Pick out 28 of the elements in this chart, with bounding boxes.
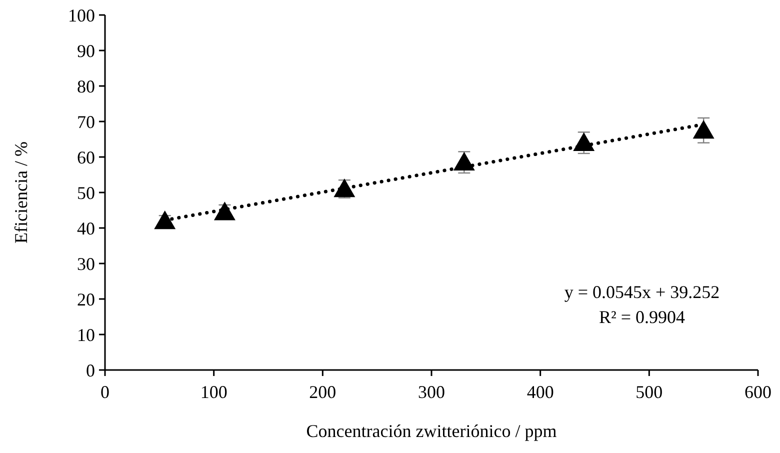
x-axis-title: Concentración zwitteriónico / ppm xyxy=(306,421,557,441)
x-tick-label: 300 xyxy=(418,382,445,402)
point xyxy=(334,178,356,198)
y-tick-label: 100 xyxy=(68,5,95,26)
y-tick-label: 0 xyxy=(86,360,95,380)
annotation: R² = 0.9904 xyxy=(598,307,686,327)
x-tick-label: 600 xyxy=(744,382,772,402)
point xyxy=(214,202,236,220)
x-tick-label: 100 xyxy=(200,382,228,402)
x-tick-label: 500 xyxy=(636,382,663,402)
x-tick-label: 200 xyxy=(309,382,336,402)
annotation: y = 0.0545x + 39.252 xyxy=(564,282,720,302)
y-tick-label: 10 xyxy=(77,324,95,345)
x-tick-label: 0 xyxy=(100,382,110,402)
y-tick-label: 30 xyxy=(77,254,95,274)
y-tick-label: 90 xyxy=(77,40,95,61)
y-tick-label: 20 xyxy=(77,289,95,310)
point xyxy=(573,132,595,152)
point xyxy=(453,152,475,171)
y-axis-title: Eficiencia / % xyxy=(11,142,31,244)
y-tick-label: 60 xyxy=(77,147,95,168)
x-tick-label: 400 xyxy=(526,382,554,402)
point xyxy=(692,120,714,139)
y-tick-label: 80 xyxy=(77,76,95,96)
y-tick-label: 50 xyxy=(77,182,95,203)
point xyxy=(154,210,176,230)
y-tick-label: 40 xyxy=(77,218,95,238)
y-tick-label: 70 xyxy=(77,112,95,132)
